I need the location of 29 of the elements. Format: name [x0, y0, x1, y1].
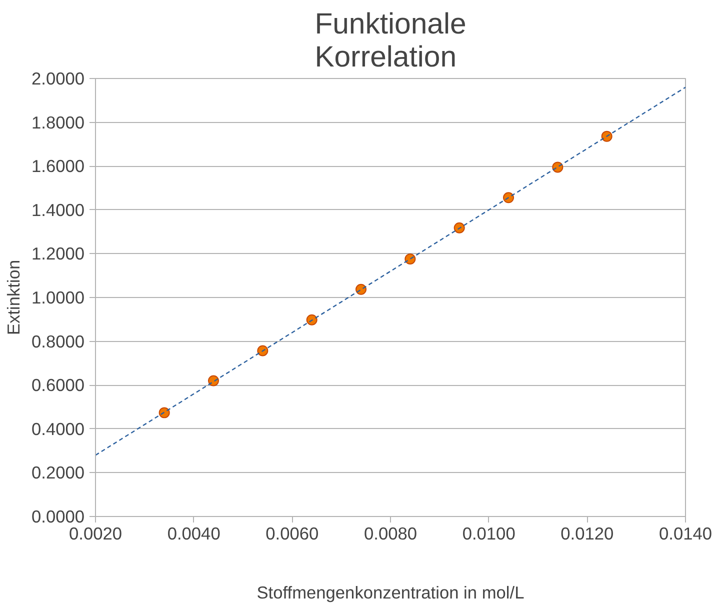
point: [158, 407, 170, 418]
point: [306, 314, 318, 326]
y-tick-label: 1.4000: [32, 200, 84, 220]
x-tick-label: 0.0080: [364, 524, 417, 544]
point: [601, 130, 612, 142]
y-axis-title: Extinktion: [4, 260, 24, 336]
point: [454, 222, 465, 234]
y-tick-label: 0.2000: [32, 462, 84, 483]
y-tick-label: 1.6000: [32, 156, 84, 176]
point: [404, 253, 416, 264]
x-tick-label: 0.0120: [560, 524, 614, 544]
x-tick-label: 0.0020: [69, 524, 122, 544]
y-tick-label: 1.8000: [32, 112, 84, 132]
y-tick-label: 2.0000: [32, 68, 84, 88]
point: [257, 345, 268, 356]
x-axis-title: Stoffmengenkonzentration in mol/L: [256, 582, 525, 602]
x-tick-label: 0.0040: [167, 524, 220, 544]
x-tick-label: 0.0060: [266, 524, 319, 544]
y-tick-label: 0.8000: [32, 331, 84, 352]
x-tick-label: 0.0100: [462, 524, 516, 544]
y-tick-label: 1.2000: [32, 244, 84, 264]
y-tick-label: 1.0000: [32, 288, 84, 308]
y-tick-label: 0.0000: [32, 506, 84, 526]
y-tick-label: 0.6000: [32, 375, 84, 396]
y-tick-label: 0.4000: [32, 418, 84, 439]
x-tick-label: 0.0140: [659, 524, 712, 544]
point: [503, 192, 514, 204]
point: [208, 375, 219, 386]
chart-title: Funktionale Korrelation: [314, 8, 466, 74]
